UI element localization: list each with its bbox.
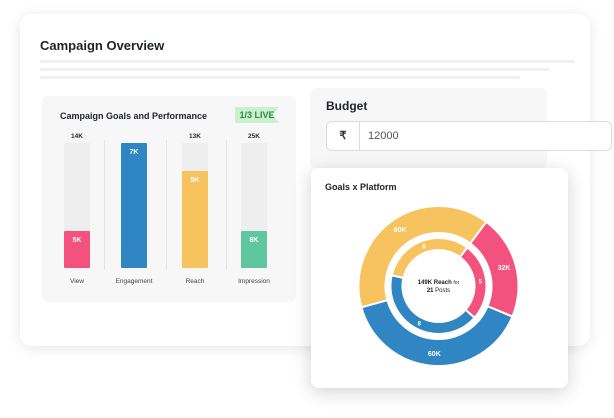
bar-track: 7K — [121, 143, 147, 268]
goals-title: Campaign Goals and Performance — [60, 111, 208, 121]
bar-fill: 9K — [182, 170, 208, 268]
donut-center — [403, 251, 474, 321]
budget-input[interactable]: ₹ 12000 — [326, 121, 612, 151]
outer-slice-1 — [360, 298, 514, 367]
bar-fill: 7K — [121, 143, 147, 268]
outer-slice-2 — [357, 205, 488, 309]
bar-category-label: View — [70, 278, 84, 285]
budget-title: Budget — [326, 99, 368, 113]
bar-view: 14K 5K View — [57, 133, 97, 293]
placeholder-line — [40, 60, 575, 63]
divider — [226, 140, 227, 270]
bar-max-label: 14K — [71, 133, 83, 140]
bar-track: 9K — [182, 143, 208, 268]
bar-value-label: 9K — [190, 176, 200, 184]
bar-reach: 13K 9K Reach — [175, 133, 215, 293]
outer-slice-label-2: 60K — [394, 227, 407, 234]
bar-value-label: 5K — [72, 236, 82, 244]
divider — [104, 140, 105, 270]
bar-category-label: Reach — [185, 278, 205, 285]
bar-fill: 8K — [241, 230, 267, 268]
bar-impression: 25K 8K Impression — [234, 133, 274, 293]
goals-platform-title: Goals x Platform — [325, 182, 397, 192]
outer-slice-label-1: 60K — [428, 351, 441, 358]
bar-max-label: 25K — [248, 133, 260, 140]
budget-value[interactable]: 12000 — [368, 130, 399, 142]
bar-track: 8K — [241, 143, 267, 268]
inner-slice-label-0: 5 — [479, 280, 483, 286]
bar-track: 5K — [64, 143, 90, 268]
bar-max-label: 13K — [189, 133, 201, 140]
center-posts-text: 21 Posts — [427, 288, 450, 294]
outer-ring — [357, 205, 520, 367]
bar-value-label: 7K — [129, 149, 139, 156]
page-title: Campaign Overview — [40, 38, 165, 53]
outer-slice-label-0: 32K — [498, 265, 511, 272]
inner-slice-label-2: 6 — [422, 245, 426, 251]
slice-labels: 32K 60K 60K 5 8 6 — [394, 227, 511, 358]
placeholder-line — [40, 76, 520, 79]
bar-category-label: Engagement — [115, 278, 153, 285]
inner-slice-2 — [390, 237, 469, 280]
bar-engagement: 7K Engagement — [114, 133, 154, 293]
divider — [166, 140, 167, 270]
rupee-icon: ₹ — [327, 122, 360, 150]
placeholder-line — [40, 68, 550, 71]
inner-ring — [389, 237, 488, 335]
bar-category-label: Impression — [238, 278, 270, 285]
inner-slice-label-1: 8 — [418, 321, 422, 327]
bar-fill: 5K — [64, 230, 90, 268]
bar-value-label: 8K — [249, 236, 259, 244]
center-reach-text: 149K Reach for — [418, 280, 460, 286]
live-badge: 1/3 LIVE — [235, 107, 279, 123]
